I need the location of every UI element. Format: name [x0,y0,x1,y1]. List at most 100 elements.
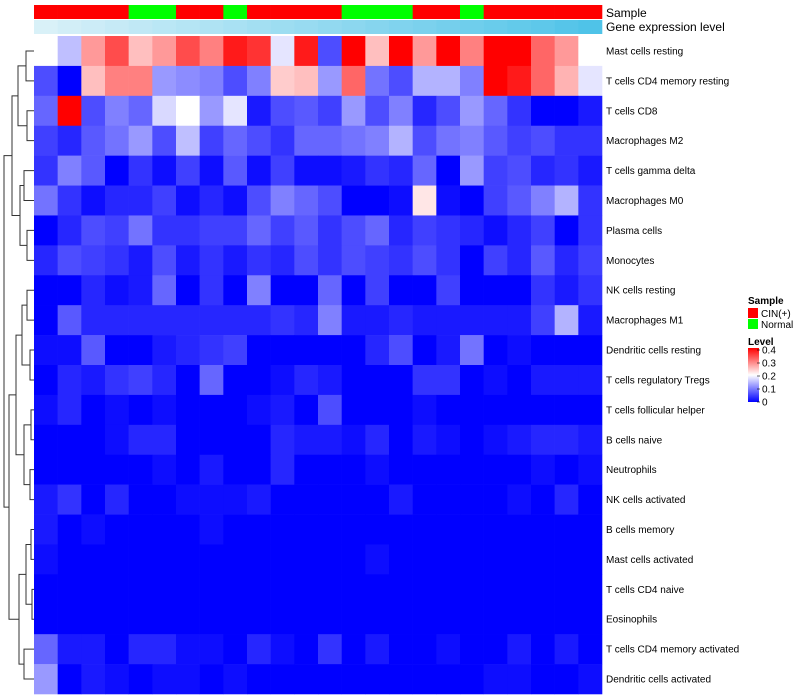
heatmap-cell [34,664,58,695]
row-label: B cells memory [606,525,674,536]
heatmap-cell [199,275,224,306]
heatmap-cell [483,36,508,67]
heatmap-cell [507,574,532,605]
heatmap-cell [578,454,603,485]
heatmap-cells [34,36,603,695]
row-label: T cells CD4 memory resting [606,76,729,87]
heatmap-cell [81,365,106,396]
heatmap-cell [176,604,200,635]
heatmap-cell [412,305,437,336]
legend-level-tick-label: 0.4 [762,346,776,357]
heatmap-cell [365,544,390,575]
heatmap-cell [318,215,342,246]
heatmap-cell [531,514,555,545]
heatmap-cell [318,664,342,695]
heatmap-cell [318,245,342,276]
heatmap-cell [152,514,177,545]
sample-annotation-cell [365,5,390,19]
heatmap-cell [199,454,224,485]
heatmap-cell [223,514,248,545]
heatmap-cell [270,604,295,635]
sample-annotation-cell [531,5,555,19]
heatmap-cell [365,36,390,67]
heatmap-cell [554,514,579,545]
heatmap-cell [176,634,200,665]
heatmap-cell [247,155,271,186]
heatmap-cell [483,664,508,695]
heatmap-cell [318,604,342,635]
heatmap-cell [223,215,248,246]
heatmap-cell [199,664,224,695]
heatmap-cell [81,544,106,575]
heatmap-cell [34,155,58,186]
expression-annotation-cell [507,20,532,34]
heatmap-cell [531,424,555,456]
heatmap-cell [105,215,129,246]
heatmap-cell [460,155,484,186]
heatmap-cell [176,454,200,485]
heatmap-cell [507,664,532,695]
heatmap-cell [247,544,271,575]
heatmap-cell [436,335,461,366]
heatmap-cell [554,335,579,366]
heatmap-cell [483,155,508,186]
heatmap-cell [507,305,532,336]
heatmap-cell [270,95,295,127]
heatmap-cell [294,305,319,336]
heatmap-cell [389,484,413,515]
heatmap-cell [57,574,82,605]
heatmap-cell [341,664,366,695]
sample-annotation-cell [81,5,106,19]
heatmap-cell [57,245,82,276]
heatmap-cell [365,275,390,306]
sample-annotation-cell [483,5,508,19]
heatmap-cell [247,484,271,515]
heatmap-cell [223,95,248,127]
heatmap-cell [270,394,295,426]
heatmap-cell [436,664,461,695]
row-label: T cells follicular helper [606,405,705,416]
heatmap-cell [507,454,532,485]
heatmap-cell [412,604,437,635]
heatmap-cell [318,394,342,426]
heatmap-cell [270,544,295,575]
heatmap-cell [81,454,106,485]
heatmap-cell [34,335,58,366]
heatmap-cell [436,95,461,127]
heatmap-cell [128,125,153,156]
heatmap-cell [389,574,413,605]
heatmap-cell [412,185,437,216]
heatmap-cell [341,36,366,67]
heatmap-cell [152,664,177,695]
heatmap-cell [365,365,390,396]
sample-annotation-bar [34,5,603,19]
heatmap-cell [436,514,461,545]
heatmap-cell [34,544,58,575]
heatmap-cell [199,215,224,246]
heatmap-cell [389,65,413,97]
heatmap-cell [34,65,58,97]
heatmap-cell [247,574,271,605]
heatmap-cell [57,634,82,665]
heatmap-cell [341,454,366,485]
heatmap-cell [199,544,224,575]
heatmap-cell [389,125,413,156]
heatmap-cell [294,604,319,635]
sample-annotation-cell [554,5,579,19]
heatmap-cell [341,305,366,336]
sample-annotation-cell [57,5,82,19]
heatmap-cell [412,155,437,186]
heatmap-cell [270,155,295,186]
heatmap-cell [554,484,579,515]
heatmap-cell [176,664,200,695]
row-label: Mast cells resting [606,46,683,57]
heatmap-cell [81,484,106,515]
heatmap-cell [199,36,224,67]
heatmap-cell [389,155,413,186]
heatmap-cell [365,65,390,97]
expression-annotation-cell [436,20,461,34]
heatmap-cell [341,185,366,216]
heatmap-cell [176,65,200,97]
heatmap-cell [341,424,366,456]
heatmap-cell [34,365,58,396]
